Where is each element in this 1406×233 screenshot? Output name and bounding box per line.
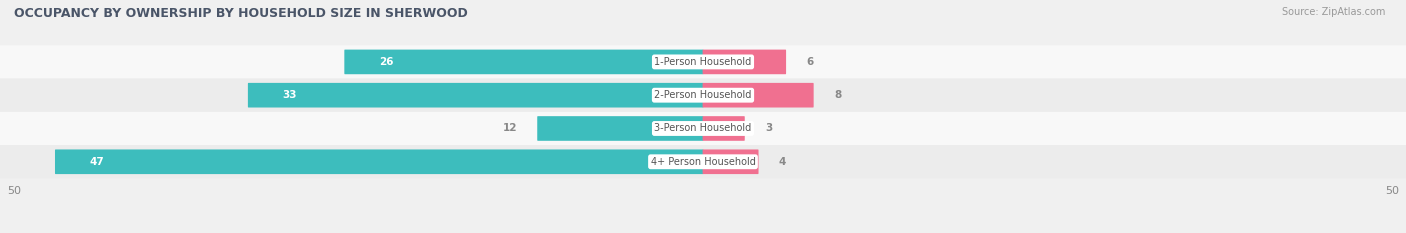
Text: 1-Person Household: 1-Person Household xyxy=(654,57,752,67)
FancyBboxPatch shape xyxy=(703,149,758,174)
FancyBboxPatch shape xyxy=(247,83,703,107)
FancyBboxPatch shape xyxy=(703,50,786,74)
Text: 33: 33 xyxy=(283,90,297,100)
Text: 6: 6 xyxy=(807,57,814,67)
Text: 4: 4 xyxy=(779,157,786,167)
Text: 12: 12 xyxy=(502,123,517,134)
FancyBboxPatch shape xyxy=(55,149,703,174)
Text: 2-Person Household: 2-Person Household xyxy=(654,90,752,100)
Text: 3-Person Household: 3-Person Household xyxy=(654,123,752,134)
FancyBboxPatch shape xyxy=(0,45,1406,79)
Text: 4+ Person Household: 4+ Person Household xyxy=(651,157,755,167)
FancyBboxPatch shape xyxy=(703,116,745,141)
FancyBboxPatch shape xyxy=(0,112,1406,145)
Text: Source: ZipAtlas.com: Source: ZipAtlas.com xyxy=(1281,7,1385,17)
FancyBboxPatch shape xyxy=(703,83,814,107)
FancyBboxPatch shape xyxy=(537,116,703,141)
Text: OCCUPANCY BY OWNERSHIP BY HOUSEHOLD SIZE IN SHERWOOD: OCCUPANCY BY OWNERSHIP BY HOUSEHOLD SIZE… xyxy=(14,7,468,20)
Text: 26: 26 xyxy=(380,57,394,67)
FancyBboxPatch shape xyxy=(0,79,1406,112)
Text: 3: 3 xyxy=(765,123,772,134)
Text: 47: 47 xyxy=(90,157,104,167)
Text: 8: 8 xyxy=(834,90,841,100)
FancyBboxPatch shape xyxy=(344,50,703,74)
FancyBboxPatch shape xyxy=(0,145,1406,178)
